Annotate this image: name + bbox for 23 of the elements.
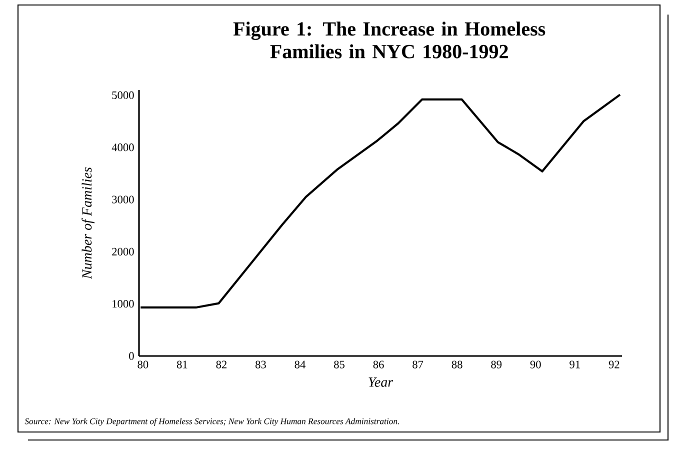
source-note: Source: New York City Department of Homeless Services; New York City Human Resources Administration. <box>24 418 399 426</box>
y-tick-label: 5000 <box>112 91 134 100</box>
y-tick-label: 1000 <box>112 300 134 308</box>
x-tick-label: 83 <box>256 360 266 368</box>
x-tick-label: 92 <box>608 360 620 368</box>
x-tick-label: 85 <box>334 360 344 368</box>
x-tick-label: 81 <box>176 360 188 368</box>
y-axis-title: Number of Families <box>82 167 94 280</box>
x-tick-label: 91 <box>570 360 580 368</box>
y-tick-label: 3000 <box>112 196 134 204</box>
y-tick-label: 2000 <box>112 248 134 256</box>
x-tick-label: 89 <box>491 360 502 368</box>
y-tick-label: 4000 <box>112 144 134 152</box>
x-tick-label: 87 <box>412 360 424 368</box>
chart-title: Figure 1: The Increase in Homeless Families in NYC 1980-1992 <box>233 22 546 58</box>
x-axis-title: Year <box>368 378 394 387</box>
x-tick-label: 82 <box>216 360 227 368</box>
x-tick-label: 88 <box>452 360 462 368</box>
x-tick-label: 84 <box>294 360 306 368</box>
x-tick-label: 80 <box>138 360 148 368</box>
x-tick-label: 86 <box>373 360 384 368</box>
x-tick-label: 90 <box>530 360 541 368</box>
y-tick-label: 0 <box>129 352 134 360</box>
